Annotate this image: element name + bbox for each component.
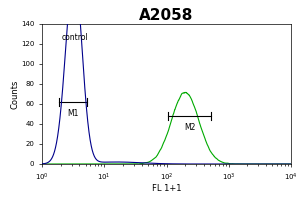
Text: M1: M1 — [68, 109, 79, 118]
Text: M2: M2 — [184, 123, 195, 132]
Title: A2058: A2058 — [139, 8, 194, 23]
X-axis label: FL 1+1: FL 1+1 — [152, 184, 181, 193]
Y-axis label: Counts: Counts — [11, 79, 20, 109]
Text: control: control — [62, 33, 89, 42]
